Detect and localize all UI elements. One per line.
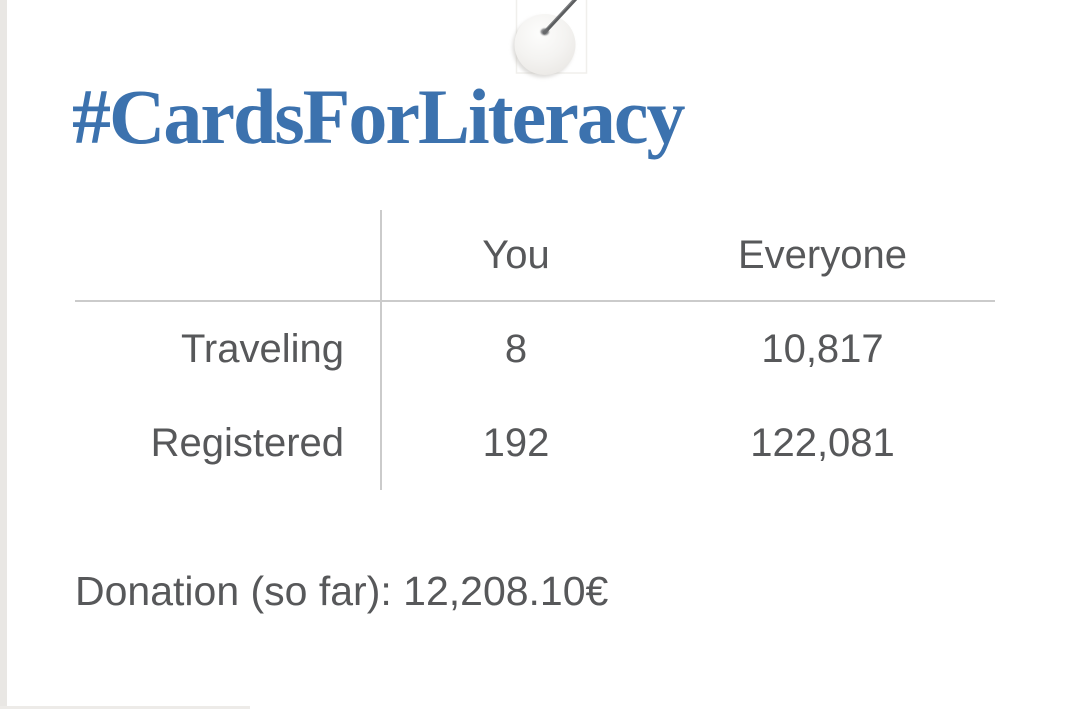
donation-total: Donation (so far): 12,208.10€ (75, 568, 609, 614)
bottom-edge-strip (0, 706, 250, 709)
column-header-everyone: Everyone (650, 210, 995, 302)
row-label-traveling: Traveling (75, 302, 382, 397)
stats-table: You Everyone Traveling 8 10,817 Register… (75, 210, 995, 490)
pin-head (514, 14, 576, 75)
left-edge-strip (0, 0, 7, 709)
page-title: #CardsForLiteracy (72, 73, 685, 160)
registered-you-value: 192 (482, 421, 550, 465)
pin-needle (542, 0, 578, 35)
traveling-you-value: 8 (504, 327, 528, 371)
pin-needle-tip (540, 28, 549, 36)
row-label-registered: Registered (75, 397, 382, 490)
table-corner-cell (75, 210, 382, 302)
push-pin-graphic (512, 0, 588, 78)
pin-needle-highlight (543, 0, 575, 32)
push-pin-icon (505, 0, 605, 86)
column-header-you: You (382, 210, 650, 302)
traveling-everyone-value: 10,817 (761, 327, 884, 371)
registered-everyone-value: 122,081 (750, 421, 895, 465)
